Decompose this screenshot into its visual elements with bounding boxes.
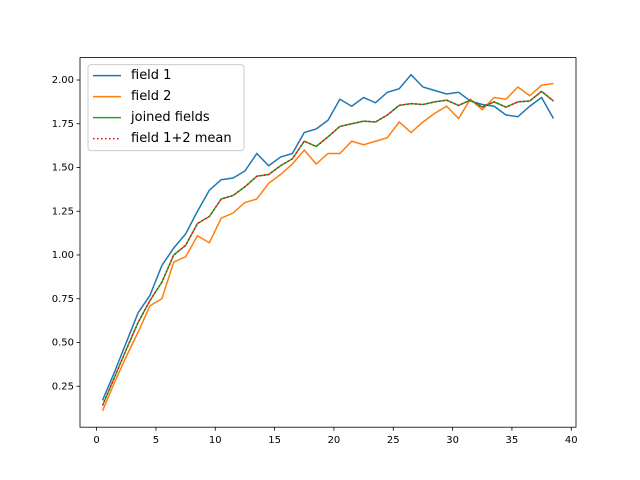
- legend-label: field 2: [131, 89, 171, 104]
- y-tick-label: 0.25: [52, 381, 74, 392]
- x-tick-label: 15: [268, 435, 281, 446]
- x-tick-label: 25: [387, 435, 400, 446]
- x-tick-label: 30: [446, 435, 459, 446]
- y-tick-label: 1.00: [52, 250, 74, 261]
- y-tick-label: 1.50: [52, 163, 74, 174]
- plot-frame: [79, 57, 577, 428]
- series-line: [101, 90, 554, 406]
- x-tick-label: 5: [153, 435, 159, 446]
- y-tick-label: 1.75: [52, 119, 74, 130]
- x-tick-label: 20: [328, 435, 341, 446]
- legend-label: joined fields: [130, 110, 210, 125]
- series-line: [101, 73, 555, 401]
- y-tick-label: 1.25: [52, 206, 74, 217]
- legend-frame: [87, 64, 245, 152]
- x-tick-label: 10: [209, 435, 222, 446]
- y-tick-label: 0.50: [52, 338, 74, 349]
- legend-label: field 1: [131, 68, 171, 83]
- series-line: [101, 82, 554, 412]
- y-tick-label: 0.75: [52, 294, 74, 305]
- legend-label: field 1+2 mean: [131, 131, 232, 146]
- x-tick-label: 0: [93, 435, 99, 446]
- x-tick-label: 35: [506, 435, 519, 446]
- x-tick-label: 40: [565, 435, 578, 446]
- y-tick-label: 2.00: [52, 75, 74, 86]
